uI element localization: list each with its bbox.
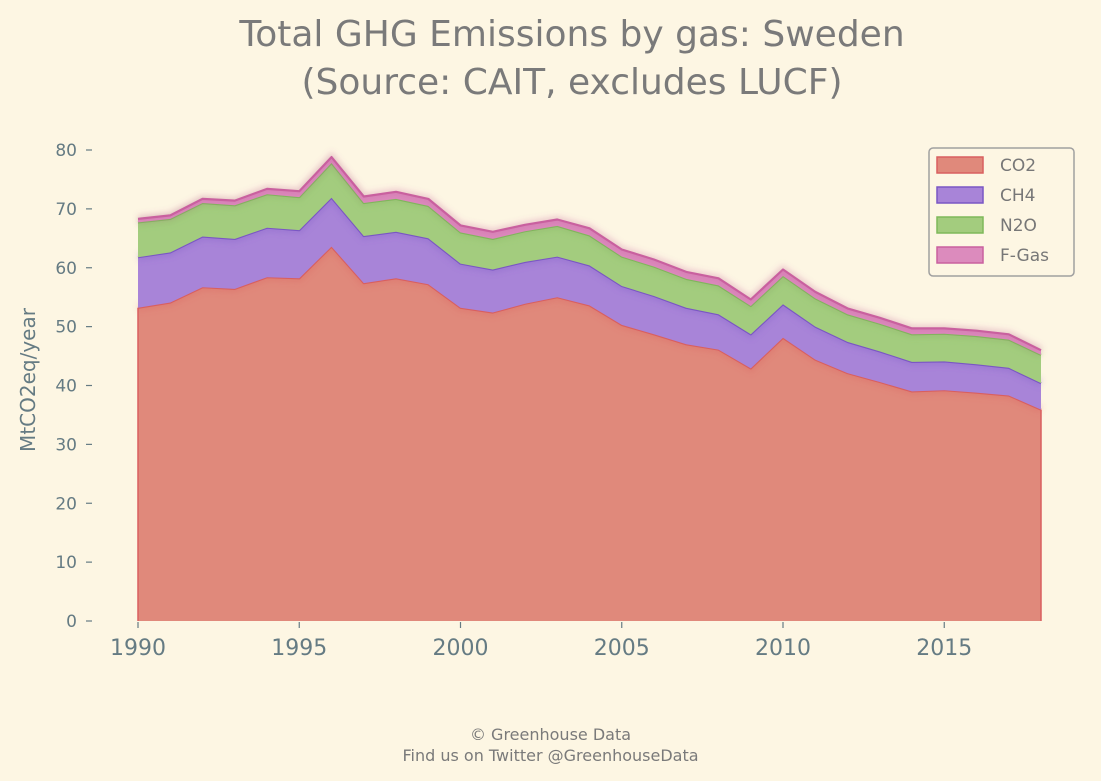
area-co2 [138,246,1041,621]
legend-label-co2: CO2 [1000,156,1036,176]
legend-box [928,147,1075,277]
y-tick-label: 50 [55,318,77,338]
area-n2o [138,163,1041,384]
legend-swatch-f-gas [936,246,984,264]
legend: CO2 CH4 N2O F-Gas [928,147,1075,277]
copyright-text: © Greenhouse Data [469,725,632,744]
legend-label-n2o: N2O [1000,216,1037,236]
y-tick-label: 10 [55,553,77,573]
area-ch4 [138,197,1041,410]
y-tick-label: 40 [55,377,77,397]
x-tick-label: 2010 [755,636,811,661]
legend-swatch-ch4 [936,186,984,204]
y-tick-label: 20 [55,494,77,514]
y-axis: 0 10 20 30 40 50 60 70 80 [55,141,92,632]
legend-swatch-n2o [936,216,984,234]
footer: © Greenhouse Data Find us on Twitter @Gr… [0,724,1101,766]
x-tick-label: 2015 [916,636,972,661]
x-tick-label: 2005 [594,636,650,661]
y-tick-label: 60 [55,259,77,279]
x-tick-label: 1990 [110,636,166,661]
x-tick-label: 1995 [271,636,327,661]
y-tick-label: 0 [66,612,77,632]
legend-label-ch4: CH4 [1000,186,1035,206]
chart-canvas: Total GHG Emissions by gas: Sweden (Sour… [16,14,1075,661]
legend-label-f-gas: F-Gas [1000,246,1049,266]
twitter-text: Find us on Twitter @GreenhouseData [402,746,699,765]
y-tick-label: 30 [55,435,77,455]
y-tick-label: 80 [55,141,77,161]
y-tick-label: 70 [55,200,77,220]
chart-title-line-1: Total GHG Emissions by gas: Sweden [238,14,904,55]
area-layer [137,151,1043,621]
line-f-gas [137,156,1042,352]
chart-title-line-2: (Source: CAIT, excludes LUCF) [301,62,842,103]
legend-swatch-co2 [936,156,984,174]
x-tick-label: 2000 [433,636,489,661]
x-axis: 1990 1995 2000 2005 2010 2015 [110,622,972,661]
y-axis-label: MtCO2eq/year [16,307,40,452]
